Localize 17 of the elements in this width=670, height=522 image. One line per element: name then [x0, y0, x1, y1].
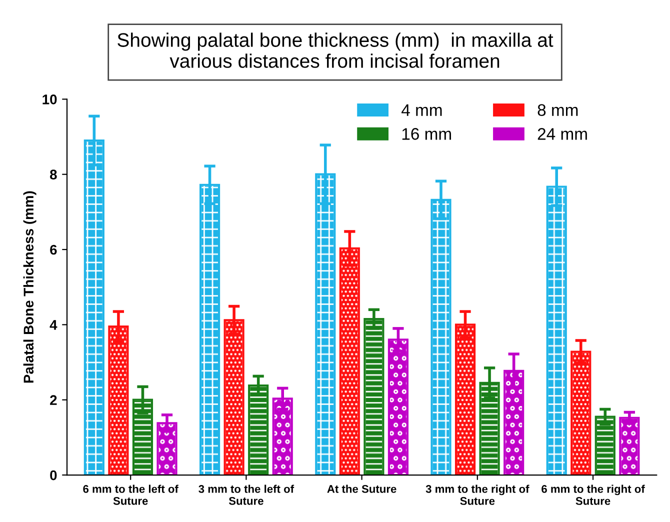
chart-title: Showing palatal bone thickness (mm) in maxilla at various distances from incisal foramen: [118, 32, 554, 68]
x-tick-label: 3 mm to the right of Suture: [426, 484, 530, 505]
y-tick-label: 10: [42, 94, 57, 104]
x-tick-label: 6 mm to the right of Suture: [542, 484, 645, 505]
legend-label: 8 mm: [538, 104, 578, 116]
legend-label: 16 mm: [402, 128, 451, 140]
legend-label: 24 mm: [538, 128, 587, 140]
x-tick-label: At the Suture: [327, 484, 396, 493]
y-tick-label: 0: [50, 470, 57, 480]
y-tick-label: 8: [50, 170, 57, 180]
y-tick-label: 2: [50, 395, 57, 405]
y-tick-label: 4: [50, 320, 58, 330]
x-tick-label: 3 mm to the left of Suture: [198, 484, 294, 505]
y-tick-label: 6: [50, 244, 57, 255]
legend-label: 4 mm: [402, 104, 442, 116]
x-tick-label: 6 mm to the left of Suture: [83, 484, 178, 505]
y-axis-title: Palatal Bone Thickness (mm): [23, 191, 36, 383]
